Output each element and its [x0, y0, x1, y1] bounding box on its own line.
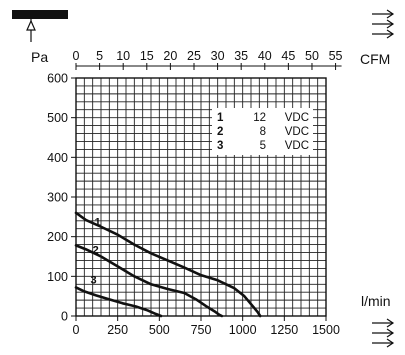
legend-unit: VDC: [285, 112, 309, 124]
x-top-tick-label: 55: [329, 49, 343, 63]
x-tick-label: 1500: [312, 323, 340, 337]
legend-box: [212, 108, 313, 155]
y-tick-label: 100: [47, 270, 68, 284]
x-top-tick-label: 0: [73, 49, 80, 63]
direction-marker-icon: [12, 10, 68, 42]
x-tick-label: 0: [73, 323, 80, 337]
airflow-arrows-bottom-icon: [372, 318, 395, 348]
plot-grid: [75, 77, 327, 317]
x-top-tick-label: 35: [234, 49, 248, 63]
series-lines: 1 2 3: [74, 211, 262, 318]
y-axis: 0 100 200 300 400 500 600: [47, 72, 76, 324]
x-top-tick-label: 45: [281, 49, 295, 63]
x-top-tick-label: 40: [258, 49, 272, 63]
legend-id: 2: [217, 126, 223, 138]
y-unit-label: Pa: [31, 49, 48, 65]
x-tick-label: 250: [107, 323, 128, 337]
legend: 1 12 VDC 2 8 VDC 3 5 VDC: [212, 108, 313, 155]
legend-id: 1: [217, 112, 224, 124]
y-tick-label: 200: [47, 230, 68, 244]
y-tick-label: 400: [47, 151, 68, 165]
x-unit-label: l/min: [361, 293, 391, 309]
series-line-1: [74, 211, 262, 318]
x-top-axis: 0 5 10 15 20 25 30 35 40 45 50 55: [73, 49, 343, 70]
legend-unit: VDC: [285, 126, 309, 138]
y-tick-label: 600: [47, 72, 68, 86]
legend-unit: VDC: [285, 140, 309, 152]
x-top-tick-label: 10: [116, 49, 130, 63]
x-top-tick-label: 25: [187, 49, 201, 63]
airflow-arrows-top-icon: [372, 9, 395, 39]
x-top-unit-label: CFM: [360, 51, 390, 67]
series-label-3: 3: [90, 274, 96, 286]
legend-voltage: 5: [260, 140, 266, 152]
x-tick-label: 750: [191, 323, 212, 337]
legend-voltage: 8: [260, 126, 266, 138]
series-label-2: 2: [93, 245, 99, 257]
x-tick-label: 1250: [270, 323, 298, 337]
series-line-2: [74, 244, 224, 318]
x-tick-label: 500: [149, 323, 170, 337]
x-top-tick-label: 20: [163, 49, 177, 63]
series-line-3: [74, 286, 163, 318]
x-tick-label: 1000: [229, 323, 257, 337]
y-tick-label: 500: [47, 111, 68, 125]
x-top-tick-label: 15: [140, 49, 154, 63]
x-axis: 0 250 500 750 1000 1250 1500: [73, 316, 340, 337]
y-tick-label: 0: [61, 310, 68, 324]
legend-id: 3: [217, 140, 223, 152]
x-top-tick-label: 5: [96, 49, 103, 63]
series-label-1: 1: [95, 217, 101, 229]
x-top-tick-label: 50: [305, 49, 319, 63]
y-tick-label: 300: [47, 191, 68, 205]
legend-voltage: 12: [253, 112, 266, 124]
x-top-tick-label: 30: [211, 49, 225, 63]
